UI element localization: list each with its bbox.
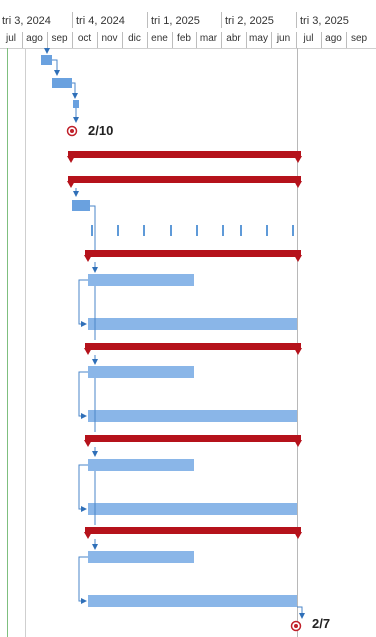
quarter-label: tri 1, 2025: [151, 15, 200, 27]
month-label: jul: [5, 33, 16, 44]
month-label: jun: [276, 33, 291, 44]
month-label: sep: [51, 33, 68, 44]
month-label: ago: [26, 33, 43, 44]
summary-cap-icon: [84, 348, 92, 355]
summary-cap-icon: [67, 181, 75, 188]
dependency-link: [297, 606, 305, 619]
dependency-link: [78, 279, 88, 327]
recurring-task-ticks: [91, 225, 294, 236]
month-label: ene: [151, 33, 168, 44]
month-label: oct: [77, 33, 92, 44]
month-label: ago: [325, 33, 342, 44]
task-bar[interactable]: [88, 366, 194, 378]
dependency-link: [78, 556, 88, 604]
summary-bar[interactable]: [85, 250, 301, 257]
summary-bar[interactable]: [85, 527, 301, 534]
task-bar[interactable]: [88, 503, 297, 515]
summary-cap-icon: [84, 255, 92, 262]
month-separator: [72, 32, 73, 48]
quarter-label: tri 2, 2025: [225, 15, 274, 27]
month-label: abr: [226, 33, 241, 44]
month-separator: [246, 32, 247, 48]
summary-cap-icon: [294, 532, 302, 539]
gridline: [25, 48, 26, 637]
task-bar[interactable]: [52, 78, 72, 88]
task-bar[interactable]: [73, 100, 79, 108]
month-separator: [122, 32, 123, 48]
month-separator: [47, 32, 48, 48]
month-label: mar: [199, 33, 218, 44]
month-separator: [196, 32, 197, 48]
task-bar[interactable]: [88, 595, 297, 607]
quarter-label: tri 3, 2024: [2, 15, 51, 27]
timescale-quarter-row: tri 3, 2024 tri 4, 2024 tri 1, 2025 tri …: [0, 12, 376, 32]
dependency-link: [90, 205, 96, 250]
month-separator: [172, 32, 173, 48]
month-label: sep: [350, 33, 368, 44]
task-bar[interactable]: [88, 318, 297, 330]
summary-cap-icon: [67, 156, 75, 163]
link-arrow-icon: [44, 48, 50, 54]
status-date-line: [297, 48, 298, 637]
month-separator: [221, 32, 222, 48]
task-bar[interactable]: [88, 551, 194, 563]
month-separator: [321, 32, 322, 48]
task-bar[interactable]: [41, 55, 52, 65]
task-bar[interactable]: [88, 410, 297, 422]
dependency-link: [78, 464, 88, 512]
quarter-separator: [147, 12, 148, 28]
month-separator: [97, 32, 98, 48]
month-separator: [271, 32, 272, 48]
start-milestone-label: 2/10: [88, 123, 113, 138]
timescale-month-row: jul ago sep oct nov dic ene feb mar abr …: [0, 32, 376, 49]
month-separator: [22, 32, 23, 48]
summary-cap-icon: [294, 348, 302, 355]
quarter-separator: [296, 12, 297, 28]
summary-cap-icon: [294, 255, 302, 262]
summary-cap-icon: [84, 532, 92, 539]
month-separator: [346, 32, 347, 48]
task-bar[interactable]: [88, 274, 194, 286]
summary-cap-icon: [294, 440, 302, 447]
end-milestone-label: 2/7: [312, 616, 330, 631]
month-separator: [147, 32, 148, 48]
today-line: [7, 48, 8, 637]
month-label: may: [249, 33, 268, 44]
month-separator: [296, 32, 297, 48]
month-label: feb: [177, 33, 191, 44]
month-label: dic: [128, 33, 141, 44]
summary-bar[interactable]: [85, 435, 301, 442]
quarter-label: tri 4, 2024: [76, 15, 125, 27]
summary-bar[interactable]: [85, 343, 301, 350]
milestone-icon: [294, 624, 298, 628]
summary-bar[interactable]: [68, 151, 301, 158]
summary-bar[interactable]: [68, 176, 301, 183]
task-bar[interactable]: [72, 200, 90, 211]
quarter-separator: [72, 12, 73, 28]
task-bar[interactable]: [88, 459, 194, 471]
dependency-link: [52, 59, 60, 76]
milestone-icon: [70, 129, 74, 133]
quarter-label: tri 3, 2025: [300, 15, 349, 27]
summary-cap-icon: [84, 440, 92, 447]
quarter-separator: [221, 12, 222, 28]
month-label: nov: [101, 33, 118, 44]
summary-cap-icon: [294, 181, 302, 188]
dependency-link: [72, 82, 78, 99]
summary-cap-icon: [294, 156, 302, 163]
month-label: jul: [303, 33, 314, 44]
dependency-link: [78, 371, 88, 419]
